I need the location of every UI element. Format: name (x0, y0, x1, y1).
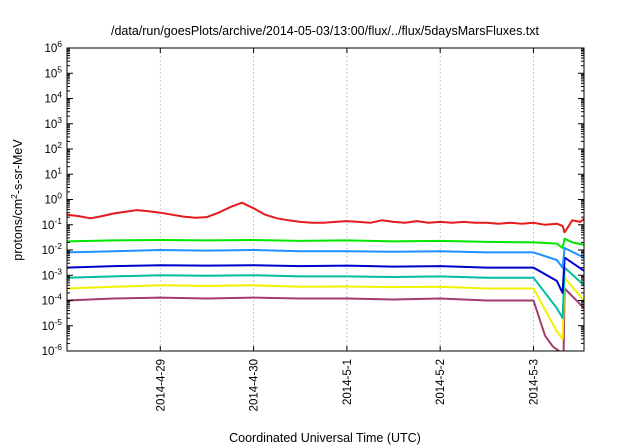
y-tick-base: 10 (42, 296, 55, 308)
y-tick-label: 102 (44, 140, 62, 156)
series-line (67, 287, 584, 351)
y-tick-exponent: 4 (57, 90, 62, 100)
y-tick-exponent: 3 (57, 115, 62, 125)
y-tick-label: 101 (44, 165, 62, 181)
y-tick-exponent: -2 (54, 241, 62, 251)
y-tick-labels: 10-610-510-410-310-210-11001011021031041… (42, 39, 63, 358)
y-tick-base: 10 (44, 144, 57, 156)
y-tick-base: 10 (42, 321, 55, 333)
series-line (67, 247, 584, 269)
chart-title: /data/run/goesPlots/archive/2014-05-03/1… (111, 24, 540, 38)
y-tick-base: 10 (44, 68, 57, 80)
y-axis-label: protons/cm2-s-sr-MeV (9, 139, 25, 261)
y-tick-base: 10 (42, 270, 55, 282)
y-tick-base: 10 (44, 43, 57, 55)
series-line (67, 256, 584, 294)
y-tick-label: 104 (44, 90, 62, 106)
y-tick-base: 10 (44, 119, 57, 131)
y-tick-exponent: 5 (57, 64, 62, 74)
y-tick-label: 10-4 (42, 292, 63, 308)
series-line (67, 201, 584, 234)
y-tick-base: 10 (44, 169, 57, 181)
x-tick-label: 2014-5-3 (528, 359, 540, 405)
y-axis-label-rest: -s-sr-MeV (11, 139, 25, 195)
y-tick-exponent: -1 (54, 216, 62, 226)
y-tick-exponent: 6 (57, 39, 62, 49)
x-tick-label: 2014-4-30 (249, 359, 261, 411)
y-tick-exponent: 0 (57, 191, 62, 201)
y-tick-exponent: 1 (57, 165, 62, 175)
series-line (67, 266, 584, 320)
y-tick-exponent: -3 (54, 266, 62, 276)
y-tick-label: 105 (44, 64, 62, 80)
series-line (67, 276, 584, 340)
y-tick-exponent: -4 (54, 292, 62, 302)
y-tick-label: 10-1 (42, 216, 63, 232)
y-tick-label: 103 (44, 115, 62, 131)
plot-frame (66, 47, 585, 352)
y-tick-exponent: -5 (54, 317, 62, 327)
y-tick-label: 10-6 (42, 342, 63, 358)
y-tick-label: 10-5 (42, 317, 63, 333)
y-tick-base: 10 (42, 245, 55, 257)
axis-ticks (67, 47, 584, 352)
y-tick-label: 100 (44, 191, 62, 207)
series-group (67, 201, 584, 351)
y-tick-exponent: -6 (54, 342, 62, 352)
y-tick-exponent: 2 (57, 140, 62, 150)
y-tick-base: 10 (44, 195, 57, 207)
grid (159, 48, 534, 351)
y-tick-label: 10-3 (42, 266, 63, 282)
x-tick-label: 2014-5-1 (342, 359, 354, 405)
y-tick-base: 10 (42, 346, 55, 358)
y-axis-label-main: protons/cm (11, 199, 25, 261)
series-line (67, 237, 584, 249)
x-axis-label: Coordinated Universal Time (UTC) (229, 431, 421, 445)
x-tick-label: 2014-4-29 (155, 359, 167, 411)
y-tick-base: 10 (44, 94, 57, 106)
y-tick-base: 10 (42, 220, 55, 232)
y-tick-label: 10-2 (42, 241, 63, 257)
x-tick-labels: 2014-4-29 2014-4-30 2014-5-1 2014-5-2 2014-5… (155, 359, 540, 411)
y-tick-label: 106 (44, 39, 62, 55)
x-tick-label: 2014-5-2 (435, 359, 447, 405)
y-axis-label-sup: 2 (9, 194, 19, 199)
